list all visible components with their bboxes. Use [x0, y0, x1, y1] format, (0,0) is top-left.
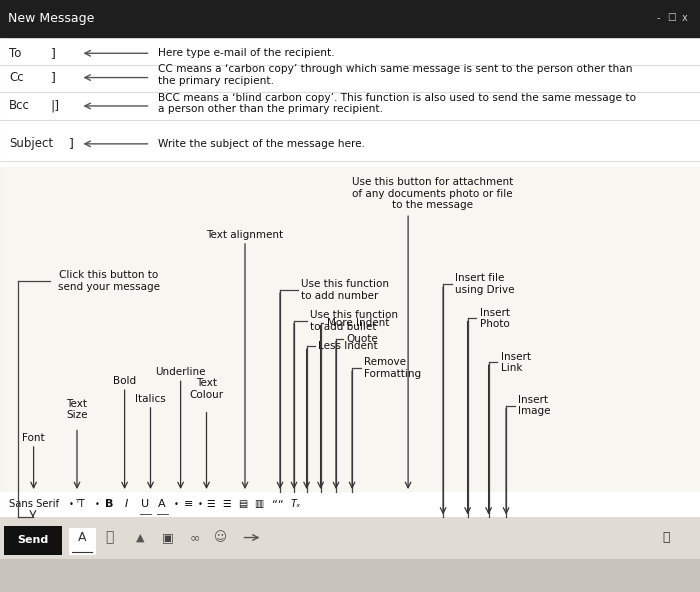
Text: Quote: Quote [346, 334, 378, 343]
Bar [0, 37, 700, 166]
Bar [0, 162, 700, 492]
Text: ]: ] [69, 137, 74, 150]
Text: Underline: Underline [155, 367, 206, 377]
Text: •: • [69, 500, 74, 509]
Text: ▤: ▤ [238, 500, 247, 509]
Text: •: • [174, 500, 178, 509]
Text: Send: Send [18, 536, 48, 545]
Text: ▥: ▥ [254, 500, 263, 509]
Text: ☺: ☺ [214, 531, 227, 544]
Text: Remove
Formatting: Remove Formatting [364, 358, 421, 379]
Text: •: • [198, 500, 203, 509]
Text: Insert
Photo: Insert Photo [480, 308, 510, 329]
Text: ▣: ▣ [162, 531, 174, 544]
Text: ᵀT: ᵀT [76, 500, 85, 509]
Text: ☰: ☰ [223, 500, 231, 509]
Text: Subject: Subject [9, 137, 53, 150]
Text: More Indent: More Indent [327, 318, 389, 327]
Text: Bcc: Bcc [9, 99, 30, 112]
Text: Insert file
using Drive: Insert file using Drive [455, 274, 514, 295]
Text: Text
Size: Text Size [66, 399, 88, 420]
Text: Insert
Link: Insert Link [500, 352, 531, 373]
Text: ⛑: ⛑ [663, 531, 670, 544]
Text: ]: ] [50, 47, 55, 60]
Text: ☐: ☐ [668, 14, 676, 23]
Text: I: I [125, 500, 128, 509]
Text: Italics: Italics [135, 394, 166, 404]
Text: Use this function
to add bullet: Use this function to add bullet [310, 310, 398, 332]
Text: Font: Font [22, 433, 45, 443]
Text: CC means a ‘carbon copy’ through which same message is sent to the person other : CC means a ‘carbon copy’ through which s… [158, 65, 632, 86]
Text: ▲: ▲ [136, 533, 144, 542]
Bar [0, 0, 700, 37]
Text: Less Indent: Less Indent [318, 342, 378, 351]
Text: Click this button to
send your message: Click this button to send your message [57, 271, 160, 292]
Bar [0, 517, 700, 558]
Text: Insert
Image: Insert Image [518, 395, 550, 416]
Text: Tₓ: Tₓ [290, 500, 301, 509]
Text: Text
Colour: Text Colour [190, 378, 223, 400]
Text: Use this function
to add number: Use this function to add number [301, 279, 389, 301]
Text: ““: ““ [272, 500, 284, 509]
Text: ∞: ∞ [190, 531, 200, 544]
Text: •: • [94, 500, 99, 509]
Text: A: A [158, 500, 166, 509]
Text: Bold: Bold [113, 376, 136, 386]
Text: To: To [9, 47, 22, 60]
Text: ]: ] [50, 71, 55, 84]
Text: ☰: ☰ [206, 500, 216, 509]
Bar [0, 492, 700, 517]
Text: B: B [105, 500, 113, 509]
Text: Use this button for attachment
of any documents photo or file
to the message: Use this button for attachment of any do… [352, 177, 513, 210]
Text: -: - [657, 14, 659, 23]
Text: U: U [141, 500, 150, 509]
Bar [0, 558, 700, 592]
Text: Here type e-mail of the recipient.: Here type e-mail of the recipient. [158, 49, 334, 58]
Text: Write the subject of the message here.: Write the subject of the message here. [158, 139, 365, 149]
Text: A: A [78, 531, 86, 544]
Text: 📎: 📎 [106, 530, 114, 545]
Bar [4, 526, 62, 555]
Text: Text alignment: Text alignment [206, 230, 284, 240]
Bar [69, 528, 95, 554]
Text: ≡: ≡ [183, 500, 192, 509]
Text: |]: |] [50, 99, 60, 112]
Text: Cc: Cc [9, 71, 24, 84]
Text: x: x [682, 14, 687, 23]
Text: New Message: New Message [8, 12, 95, 25]
Text: BCC means a ‘blind carbon copy’. This function is also used to send the same mes: BCC means a ‘blind carbon copy’. This fu… [158, 93, 636, 114]
Text: Sans Serif: Sans Serif [9, 500, 60, 509]
